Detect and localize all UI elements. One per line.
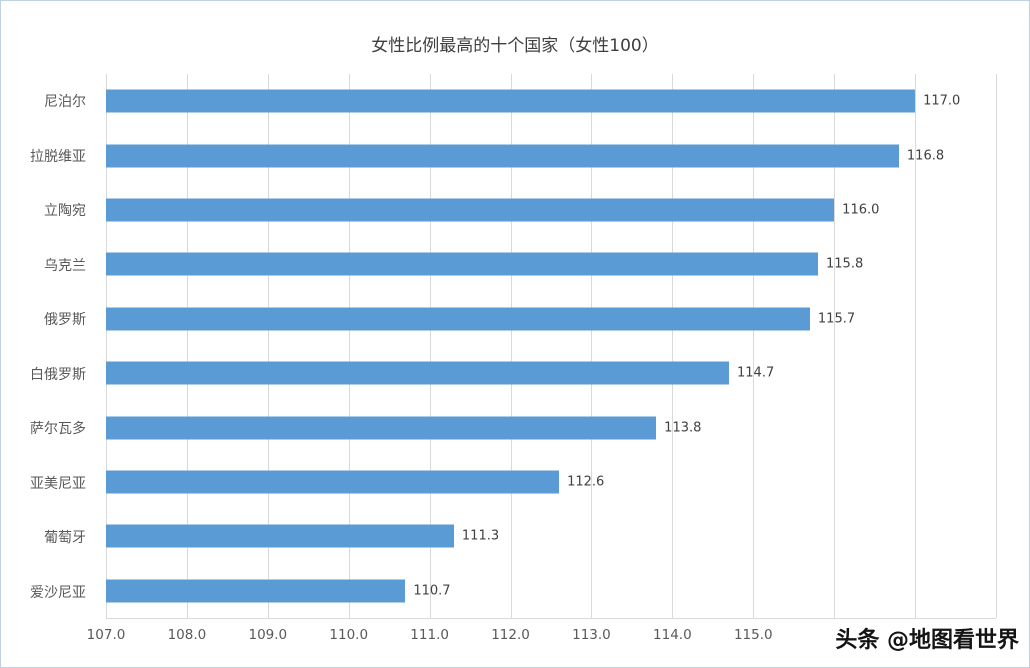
bar-value-label: 117.0 (923, 93, 961, 109)
bar (106, 198, 835, 222)
bar (106, 252, 818, 276)
bar (106, 361, 729, 385)
category-label: 尼泊尔 (44, 94, 86, 111)
bar-row: 115.8 (106, 237, 996, 291)
bar-row: 112.6 (106, 455, 996, 509)
category-label: 葡萄牙 (44, 530, 86, 547)
bar-row: 116.0 (106, 183, 996, 237)
bar-value-label: 116.8 (906, 148, 945, 164)
gridline (186, 74, 188, 618)
bar (106, 144, 899, 168)
gridline (996, 74, 997, 618)
gridline (672, 74, 674, 618)
category-label: 拉脱维亚 (30, 148, 86, 165)
x-tick-label: 114.0 (653, 627, 692, 643)
bar-row: 115.7 (106, 292, 996, 346)
category-label: 白俄罗斯 (30, 366, 86, 383)
category-label: 乌克兰 (44, 257, 86, 274)
chart-title: 女性比例最高的十个国家（女性100） (371, 36, 659, 56)
bar-value-label: 115.7 (817, 311, 856, 327)
gridline (834, 74, 836, 618)
bar-value-label: 115.8 (826, 256, 864, 272)
bar-row: 110.7 (106, 564, 996, 618)
x-tick-label: 107.0 (86, 627, 126, 643)
gridline (510, 74, 512, 618)
bar-value-label: 113.8 (664, 420, 702, 436)
x-tick-label: 110.0 (329, 627, 369, 643)
bar-row: 113.8 (106, 400, 996, 454)
gridline (106, 74, 107, 618)
bar (106, 470, 560, 494)
gridline (915, 74, 917, 618)
bar (106, 579, 406, 603)
gridline (591, 74, 593, 618)
bar-value-label: 110.7 (413, 583, 451, 599)
watermark: 头条 @地图看世界 (835, 628, 1019, 653)
gridline (348, 74, 350, 618)
y-axis-labels: 尼泊尔拉脱维亚立陶宛乌克兰俄罗斯白俄罗斯萨尔瓦多亚美尼亚葡萄牙爱沙尼亚 (1, 74, 98, 619)
x-tick-label: 113.0 (572, 627, 611, 643)
bar-row: 111.3 (106, 509, 996, 563)
x-tick-label: 111.0 (410, 627, 449, 643)
bar-value-label: 114.7 (737, 365, 775, 381)
bar-row: 116.8 (106, 128, 996, 182)
category-label: 萨尔瓦多 (30, 421, 86, 438)
x-tick-label: 115.0 (733, 627, 773, 643)
x-tick-label: 109.0 (248, 627, 288, 643)
bar (106, 89, 916, 113)
x-tick-label: 108.0 (167, 627, 207, 643)
x-tick-label: 112.0 (491, 627, 530, 643)
bar-row: 117.0 (106, 74, 996, 128)
category-label: 亚美尼亚 (30, 475, 86, 492)
category-label: 俄罗斯 (44, 312, 86, 329)
bar-value-label: 111.3 (461, 528, 500, 544)
bar-value-label: 116.0 (842, 202, 880, 218)
bar (106, 307, 810, 331)
category-label: 立陶宛 (44, 203, 86, 220)
bar-value-label: 112.6 (567, 474, 605, 490)
plot-area: 117.0 116.8 116.0 115.8 115.7 114.7 113.8 112.6… (106, 74, 997, 619)
x-axis: 107.0 108.0 109.0 110.0 111.0 112.0 113.0 114.0… (87, 627, 996, 649)
gridline (267, 74, 269, 618)
gridline (753, 74, 755, 618)
bar (106, 524, 454, 548)
bar-row: 114.7 (106, 346, 996, 400)
gridline (429, 74, 431, 618)
bar (106, 416, 657, 440)
category-label: 爱沙尼亚 (30, 584, 86, 601)
